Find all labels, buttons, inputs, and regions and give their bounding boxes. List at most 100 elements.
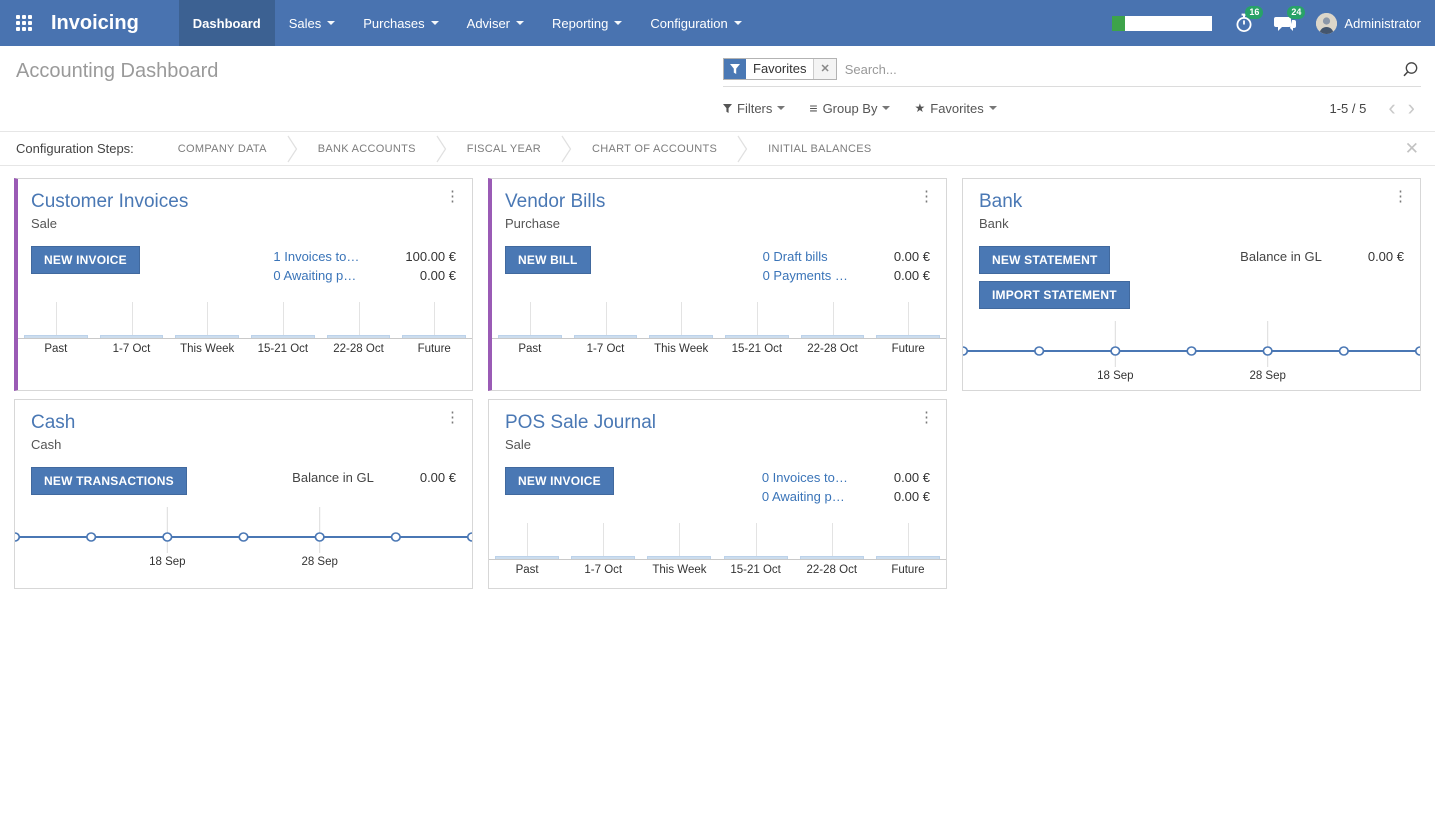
journal-title[interactable]: Bank xyxy=(979,191,1023,212)
draft-bills-link[interactable]: 0 Draft bills xyxy=(762,249,828,264)
awaiting-payments-link[interactable]: 0 Awaiting p… xyxy=(273,268,357,283)
journal-graph[interactable]: Past 1-7 Oct This Week 15-21 Oct 22-28 Oct Fu… xyxy=(489,517,946,583)
journal-subtitle: Sale xyxy=(31,216,58,231)
menu-configuration[interactable]: Configuration xyxy=(636,0,755,46)
chevron-down-icon xyxy=(777,106,786,110)
new-transactions-button[interactable]: NEW TRANSACTIONS xyxy=(31,467,187,495)
avatar-person-glyph xyxy=(1316,12,1338,34)
step-company-data[interactable]: COMPANY DATA xyxy=(177,142,267,155)
journal-title[interactable]: Cash xyxy=(31,412,76,433)
group-by-icon: ≡ xyxy=(809,100,818,116)
journal-title[interactable]: Vendor Bills xyxy=(505,191,606,212)
apps-grid-glyph xyxy=(16,15,32,31)
pager: 1-5 / 5 ‹ › xyxy=(1329,97,1421,119)
step-chevron-icon xyxy=(436,135,447,162)
kebab-menu-icon[interactable]: ⋮ xyxy=(441,408,464,426)
new-bill-button[interactable]: NEW BILL xyxy=(505,246,591,274)
accounting-dashboard: ⋮ Customer Invoices Sale NEW INVOICE 1 I… xyxy=(0,166,1435,601)
invoices-to-validate-link[interactable]: 1 Invoices to… xyxy=(273,249,360,264)
activities-clock-icon[interactable]: 16 xyxy=(1234,6,1264,33)
journal-graph[interactable]: Past 1-7 Oct This Week 15-21 Oct 22-28 Oct Fu… xyxy=(18,296,472,362)
journal-title[interactable]: Customer Invoices xyxy=(31,191,189,212)
awaiting-payments-amount[interactable]: 0.00 € xyxy=(893,489,930,504)
journal-subtitle: Cash xyxy=(31,437,62,452)
awaiting-payments-amount[interactable]: 0.00 € xyxy=(419,268,456,283)
kebab-menu-icon[interactable]: ⋮ xyxy=(1389,187,1412,205)
messages-chat-icon[interactable]: 24 xyxy=(1274,6,1306,33)
balance-in-gl-label: Balance in GL xyxy=(1240,249,1322,264)
filter-icon xyxy=(724,59,746,79)
group-by-button[interactable]: ≡ Group By xyxy=(809,100,891,116)
card-pos-sale-journal: ⋮ POS Sale Journal Sale NEW INVOICE 0 In… xyxy=(488,399,947,589)
journal-graph[interactable]: Past 1-7 Oct This Week 15-21 Oct 22-28 Oct Fu… xyxy=(492,296,946,362)
step-fiscal-year[interactable]: FISCAL YEAR xyxy=(466,142,542,155)
card-customer-invoices: ⋮ Customer Invoices Sale NEW INVOICE 1 I… xyxy=(14,178,473,391)
kebab-menu-icon[interactable]: ⋮ xyxy=(915,408,938,426)
close-icon[interactable]: ✕ xyxy=(1404,138,1419,158)
journal-graph[interactable]: 18 Sep 28 Sep xyxy=(963,321,1420,390)
chevron-down-icon xyxy=(327,21,336,25)
menu-purchases[interactable]: Purchases xyxy=(349,0,452,46)
apps-grid-icon[interactable] xyxy=(0,0,41,46)
chevron-down-icon xyxy=(733,21,742,25)
step-chevron-icon xyxy=(737,135,748,162)
facet-label: Favorites xyxy=(753,61,807,76)
step-initial-balances[interactable]: INITIAL BALANCES xyxy=(768,142,872,155)
awaiting-payments-link[interactable]: 0 Awaiting p… xyxy=(761,489,845,504)
draft-bills-amount[interactable]: 0.00 € xyxy=(893,249,930,264)
card-bank: ⋮ Bank Bank NEW STATEMENT IMPORT STATEME… xyxy=(962,178,1421,391)
menu-reporting[interactable]: Reporting xyxy=(538,0,636,46)
balance-in-gl-amount: 0.00 € xyxy=(419,470,456,485)
chevron-down-icon xyxy=(614,21,623,25)
menu-sales[interactable]: Sales xyxy=(275,0,350,46)
journal-subtitle: Bank xyxy=(979,216,1009,231)
main-menu: Dashboard Sales Purchases Adviser Report… xyxy=(178,0,756,46)
new-invoice-button[interactable]: NEW INVOICE xyxy=(31,246,140,274)
journal-subtitle: Purchase xyxy=(505,216,560,231)
chevron-down-icon xyxy=(882,106,891,110)
configuration-steps-bar: Configuration Steps: COMPANY DATA BANK A… xyxy=(0,131,1435,166)
filters-button[interactable]: Filters xyxy=(723,101,786,116)
new-invoice-button[interactable]: NEW INVOICE xyxy=(505,467,614,495)
search-icon[interactable] xyxy=(1402,61,1421,78)
menu-adviser[interactable]: Adviser xyxy=(453,0,538,46)
top-navbar: Invoicing Dashboard Sales Purchases Advi… xyxy=(0,0,1435,46)
activities-badge: 16 xyxy=(1245,6,1264,19)
search-bar: Favorites ✕ xyxy=(723,58,1421,87)
step-bank-accounts[interactable]: BANK ACCOUNTS xyxy=(317,142,416,155)
progress-bar xyxy=(1112,15,1213,31)
avatar xyxy=(1316,12,1338,34)
menu-dashboard[interactable]: Dashboard xyxy=(178,0,275,46)
new-statement-button[interactable]: NEW STATEMENT xyxy=(979,246,1111,274)
payments-amount[interactable]: 0.00 € xyxy=(893,268,930,283)
journal-graph[interactable]: 18 Sep 28 Sep xyxy=(15,507,472,576)
card-vendor-bills: ⋮ Vendor Bills Purchase NEW BILL 0 Draft… xyxy=(488,178,947,391)
invoices-to-validate-amount[interactable]: 100.00 € xyxy=(405,249,456,264)
pager-next-icon[interactable]: › xyxy=(1402,97,1421,119)
card-cash: ⋮ Cash Cash NEW TRANSACTIONS Balance in … xyxy=(14,399,473,589)
chat-glyph xyxy=(1274,17,1297,31)
kebab-menu-icon[interactable]: ⋮ xyxy=(441,187,464,205)
journal-title[interactable]: POS Sale Journal xyxy=(505,412,657,433)
step-chart-of-accounts[interactable]: CHART OF ACCOUNTS xyxy=(592,142,718,155)
chevron-down-icon xyxy=(988,106,997,110)
pager-value[interactable]: 1-5 / 5 xyxy=(1329,100,1367,116)
kebab-menu-icon[interactable]: ⋮ xyxy=(915,187,938,205)
payments-link[interactable]: 0 Payments … xyxy=(762,268,848,283)
progress-bar-fill xyxy=(1112,15,1126,31)
invoices-to-validate-amount[interactable]: 0.00 € xyxy=(893,470,930,485)
journal-subtitle: Sale xyxy=(505,437,532,452)
user-name: Administrator xyxy=(1344,15,1421,31)
import-statement-button[interactable]: IMPORT STATEMENT xyxy=(979,281,1130,309)
search-input[interactable] xyxy=(836,59,1402,79)
control-panel-buttons: Filters ≡ Group By ★ Favorites 1-5 / 5 ‹… xyxy=(723,97,1421,119)
favorites-button[interactable]: ★ Favorites xyxy=(914,101,997,116)
chevron-down-icon xyxy=(430,21,439,25)
balance-in-gl-label: Balance in GL xyxy=(292,470,374,485)
user-menu[interactable]: Administrator xyxy=(1316,12,1421,34)
facet-remove-icon[interactable]: ✕ xyxy=(813,59,836,79)
invoices-to-validate-link[interactable]: 0 Invoices to… xyxy=(761,470,848,485)
pager-previous-icon[interactable]: ‹ xyxy=(1382,97,1401,119)
app-title[interactable]: Invoicing xyxy=(51,12,139,34)
config-steps-label: Configuration Steps: xyxy=(16,141,134,156)
